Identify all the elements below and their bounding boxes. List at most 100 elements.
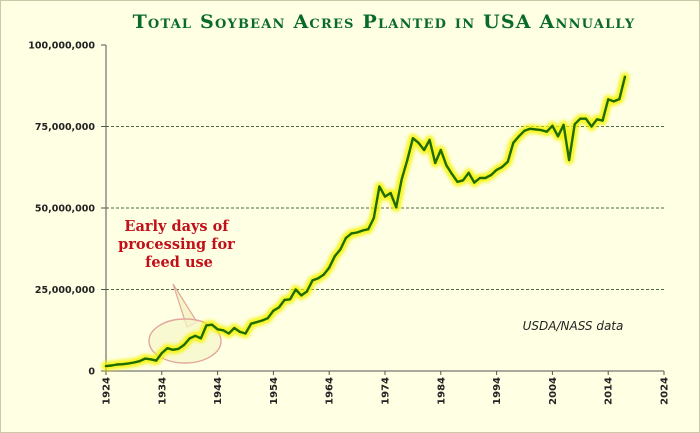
x-tick-label: 1984 bbox=[436, 377, 447, 405]
data-point bbox=[216, 328, 219, 331]
data-point bbox=[238, 330, 241, 333]
soybean-acres-series bbox=[101, 72, 630, 371]
data-point bbox=[160, 352, 163, 355]
annotation-text: Early days of processing for feed use bbox=[118, 218, 240, 271]
data-point bbox=[266, 317, 269, 320]
data-point bbox=[333, 255, 336, 258]
data-point bbox=[495, 168, 498, 171]
data-point bbox=[188, 337, 191, 340]
data-point bbox=[277, 306, 281, 309]
x-tick-label: 2024 bbox=[660, 377, 671, 405]
data-point bbox=[434, 161, 437, 165]
data-point bbox=[199, 337, 202, 340]
data-point bbox=[612, 100, 615, 103]
data-point bbox=[568, 159, 571, 162]
data-point bbox=[110, 364, 113, 367]
data-point bbox=[289, 298, 292, 301]
data-point bbox=[261, 319, 264, 322]
data-point bbox=[545, 130, 548, 133]
y-tick-labels: 0 25,000,000 50,000,000 75,000,000 100,000,0… bbox=[28, 41, 106, 378]
data-point bbox=[244, 332, 247, 335]
x-tick-label: 1924 bbox=[102, 377, 113, 405]
data-point bbox=[590, 125, 593, 128]
data-point bbox=[406, 159, 409, 162]
data-point bbox=[383, 195, 387, 198]
data-point bbox=[205, 324, 208, 327]
data-point bbox=[378, 185, 381, 188]
data-point bbox=[462, 179, 465, 182]
data-point bbox=[283, 298, 286, 301]
data-point bbox=[127, 362, 130, 365]
data-point bbox=[417, 141, 420, 144]
data-point bbox=[489, 174, 493, 177]
x-tick-label: 2004 bbox=[548, 377, 559, 405]
y-tick-label: 50,000,000 bbox=[35, 204, 95, 215]
annotation-line-2: processing for bbox=[118, 236, 235, 253]
data-point bbox=[445, 164, 448, 167]
series-points bbox=[104, 75, 627, 368]
x-tick-label: 1994 bbox=[492, 377, 503, 405]
data-point bbox=[601, 119, 604, 122]
data-point bbox=[517, 135, 521, 138]
data-point bbox=[132, 361, 135, 364]
annotation-line-3: feed use bbox=[145, 254, 213, 271]
data-point bbox=[439, 148, 442, 152]
data-point bbox=[155, 359, 158, 362]
data-point bbox=[222, 329, 225, 332]
data-point bbox=[529, 127, 532, 130]
data-point bbox=[255, 321, 258, 324]
data-point bbox=[171, 348, 175, 351]
data-point bbox=[300, 294, 303, 297]
data-point bbox=[322, 273, 325, 276]
data-point bbox=[428, 138, 431, 141]
data-point bbox=[623, 75, 627, 78]
data-point bbox=[356, 231, 359, 234]
x-tick-label: 2014 bbox=[604, 377, 615, 405]
y-tick-label: 75,000,000 bbox=[35, 122, 95, 133]
y-tick-label: 100,000,000 bbox=[28, 41, 95, 52]
data-point bbox=[305, 290, 308, 293]
data-point bbox=[166, 347, 169, 350]
data-point bbox=[400, 178, 403, 181]
data-point bbox=[573, 123, 576, 126]
data-point bbox=[138, 360, 141, 363]
data-point bbox=[556, 135, 560, 138]
data-point bbox=[210, 323, 214, 326]
chart-title: Total Soybean Acres Planted in USA Annua… bbox=[133, 11, 636, 33]
annotation-line-1: Early days of bbox=[124, 218, 230, 235]
x-tick-label: 1964 bbox=[325, 377, 336, 405]
data-point bbox=[328, 266, 331, 269]
data-point bbox=[423, 148, 426, 152]
y-tick-label: 0 bbox=[88, 367, 95, 378]
data-point bbox=[149, 358, 152, 361]
data-point bbox=[506, 160, 509, 163]
data-point bbox=[316, 277, 320, 280]
data-point bbox=[339, 248, 342, 251]
data-point bbox=[104, 365, 108, 368]
data-point bbox=[501, 165, 504, 168]
x-tick-label: 1974 bbox=[381, 377, 392, 405]
source-note: USDA/NASS data bbox=[523, 319, 624, 333]
data-point bbox=[473, 181, 476, 184]
data-point bbox=[389, 191, 392, 195]
data-point bbox=[227, 332, 230, 335]
data-point bbox=[361, 229, 364, 232]
data-point bbox=[367, 228, 370, 231]
data-point bbox=[372, 217, 375, 220]
data-point bbox=[607, 98, 610, 101]
data-point bbox=[344, 236, 347, 240]
data-point bbox=[467, 171, 470, 174]
data-point bbox=[294, 288, 297, 291]
x-tick-label: 1934 bbox=[157, 377, 168, 405]
data-point bbox=[144, 357, 147, 360]
annotation: Early days of processing for feed use bbox=[118, 218, 240, 364]
series-line bbox=[104, 75, 627, 368]
data-point bbox=[534, 128, 537, 131]
data-point bbox=[121, 363, 124, 366]
data-point bbox=[411, 137, 414, 140]
data-point bbox=[250, 322, 253, 325]
data-point bbox=[233, 326, 236, 330]
data-point bbox=[395, 206, 398, 209]
data-point bbox=[551, 124, 554, 127]
y-tick-label: 25,000,000 bbox=[35, 285, 95, 296]
